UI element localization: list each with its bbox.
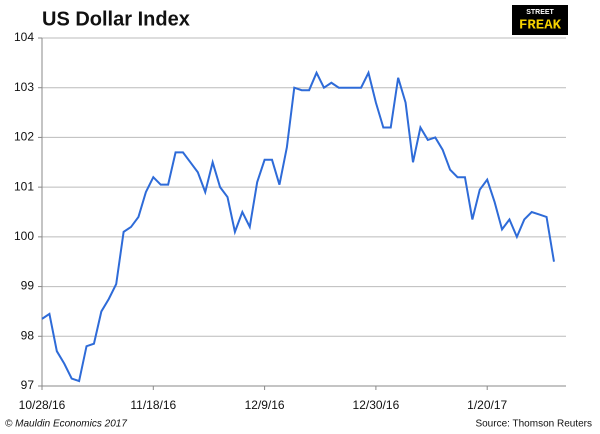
y-tick-label: 101 xyxy=(14,179,34,193)
logo-main: FREAK xyxy=(519,18,562,34)
y-tick-label: 100 xyxy=(14,229,34,243)
x-tick-label: 12/9/16 xyxy=(245,398,285,412)
x-tick-label: 1/20/17 xyxy=(467,398,507,412)
logo-top: STREET xyxy=(526,9,554,16)
source: Source: Thomson Reuters xyxy=(475,419,592,430)
y-tick-label: 99 xyxy=(21,279,35,293)
y-tick-label: 103 xyxy=(14,80,34,94)
data-line xyxy=(41,69,555,383)
y-tick-label: 104 xyxy=(14,30,34,44)
x-tick-label: 11/18/16 xyxy=(130,398,176,412)
y-tick-label: 102 xyxy=(14,130,34,144)
logo-box xyxy=(512,5,568,35)
credit: © Mauldin Economics 2017 xyxy=(5,419,127,430)
x-tick-label: 10/28/16 xyxy=(19,398,66,412)
chart-title: US Dollar Index xyxy=(42,8,190,30)
x-tick-label: 12/30/16 xyxy=(353,398,400,412)
y-tick-label: 98 xyxy=(21,328,35,342)
y-tick-label: 97 xyxy=(21,378,35,392)
